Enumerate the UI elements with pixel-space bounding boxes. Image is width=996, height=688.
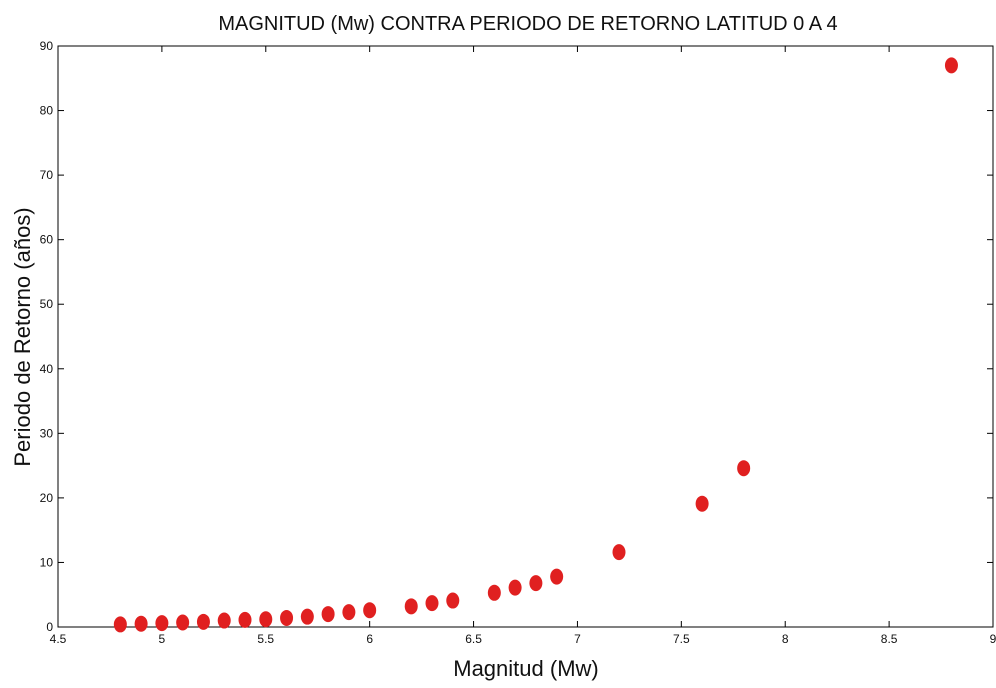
- y-tick-label: 30: [40, 426, 54, 440]
- data-point: [176, 614, 190, 631]
- data-point: [404, 598, 418, 615]
- x-tick-label: 9: [990, 632, 996, 646]
- data-point: [155, 615, 169, 632]
- data-point: [550, 568, 564, 585]
- y-tick-label: 50: [40, 297, 54, 311]
- data-point: [487, 584, 501, 601]
- chart-title: MAGNITUD (Mw) CONTRA PERIODO DE RETORNO …: [218, 13, 837, 35]
- data-point: [300, 608, 314, 625]
- data-point: [529, 575, 543, 592]
- y-tick-label: 0: [46, 620, 53, 634]
- data-point: [259, 611, 273, 628]
- x-tick-label: 5.5: [257, 632, 274, 646]
- data-point: [446, 592, 460, 609]
- data-point: [342, 604, 356, 621]
- y-tick-label: 10: [40, 555, 54, 569]
- x-tick-label: 7.5: [673, 632, 690, 646]
- data-point: [363, 602, 377, 619]
- data-point: [113, 616, 127, 633]
- y-axis-label: Periodo de Retorno (años): [10, 207, 35, 466]
- x-tick-label: 8.5: [881, 632, 898, 646]
- plot-frame: [57, 45, 994, 628]
- y-tick-label: 70: [40, 168, 54, 182]
- data-point: [217, 612, 231, 629]
- y-tick-label: 20: [40, 491, 54, 505]
- x-tick-label: 8: [782, 632, 789, 646]
- y-tick-label: 80: [40, 104, 54, 118]
- data-point: [737, 460, 751, 477]
- plot-area: 4.5 5 5.5 6 6.5 7 7.5 8 8.5 9 0 10 20 30 40 50 60 70 80 90: [40, 39, 996, 646]
- x-tick-label: 6: [366, 632, 373, 646]
- y-axis: 0 10 20 30 40 50 60 70 80 90: [40, 39, 993, 634]
- data-point: [612, 544, 626, 561]
- x-tick-label: 4.5: [50, 632, 67, 646]
- x-tick-label: 7: [574, 632, 581, 646]
- y-tick-label: 60: [40, 233, 54, 247]
- x-axis: 4.5 5 5.5 6 6.5 7 7.5 8 8.5 9: [50, 46, 996, 646]
- data-point: [425, 595, 439, 612]
- data-point: [321, 606, 335, 623]
- data-point: [695, 495, 709, 512]
- data-point: [944, 57, 958, 74]
- y-tick-label: 90: [40, 39, 54, 53]
- x-tick-label: 6.5: [465, 632, 482, 646]
- data-point: [280, 609, 294, 626]
- x-axis-label: Magnitud (Mw): [453, 656, 598, 681]
- data-series: [113, 57, 958, 633]
- y-tick-label: 40: [40, 362, 54, 376]
- x-tick-label: 5: [159, 632, 166, 646]
- data-point: [196, 613, 210, 630]
- data-point: [134, 615, 148, 632]
- data-point: [238, 611, 252, 628]
- data-point: [508, 579, 522, 596]
